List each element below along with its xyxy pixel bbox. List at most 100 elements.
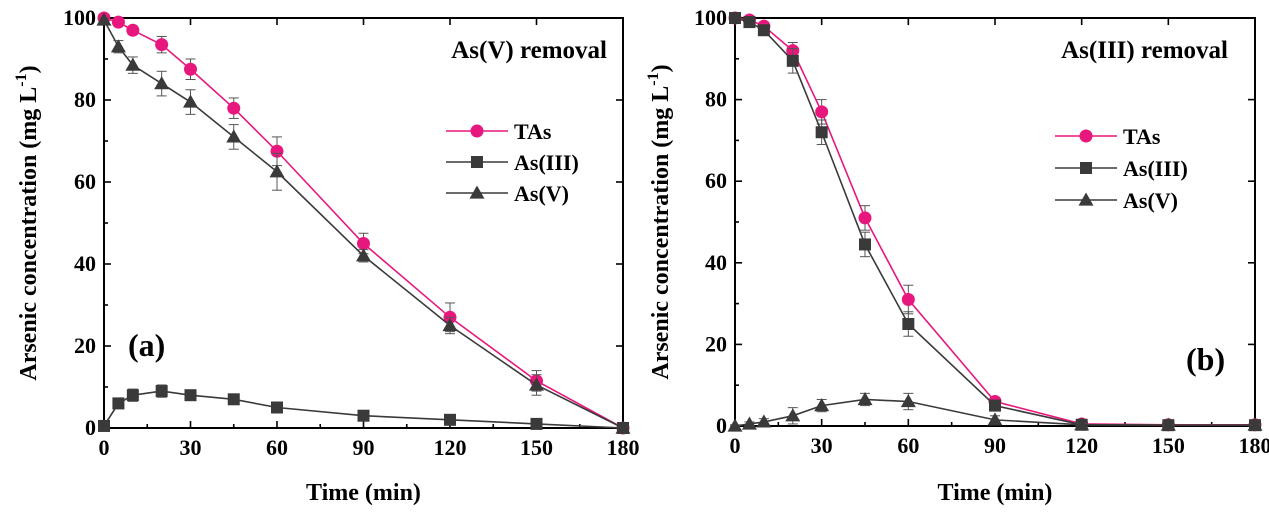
series-line	[103, 19, 624, 429]
series-TAs	[97, 11, 630, 435]
y-tick-label: 40	[705, 250, 727, 275]
y-tick-label: 100	[694, 5, 727, 30]
data-point	[529, 377, 544, 391]
data-point	[227, 393, 240, 406]
data-point	[729, 12, 741, 24]
data-point	[110, 39, 126, 53]
legend-marker	[470, 124, 484, 138]
chart-panel-b: 0 30 60 90 120 150 180 0 20 40 60 80 100 Time (min) Ar…	[645, 5, 1269, 506]
data-point	[814, 398, 830, 412]
legend-label: As(III)	[514, 150, 579, 175]
y-axis-title: Arsenic concentration (mg L-1)	[13, 65, 42, 380]
data-point	[615, 420, 631, 434]
data-point	[987, 412, 1003, 426]
data-point	[155, 385, 168, 398]
legend-marker	[471, 156, 483, 168]
y-tick-label: 20	[74, 333, 96, 358]
data-point	[989, 399, 1001, 412]
x-tick-label: 180	[607, 435, 640, 460]
data-point	[96, 12, 112, 26]
y-axis-title: Arsenic concentration (mg L-1)	[645, 64, 674, 379]
data-point	[269, 164, 285, 178]
y-tick-label: 60	[705, 168, 727, 193]
x-tick-label: 60	[897, 433, 919, 458]
data-point	[901, 293, 915, 307]
data-point	[154, 76, 170, 90]
data-point	[858, 211, 872, 225]
data-point	[184, 62, 197, 76]
y-tick-label: 0	[716, 413, 727, 438]
legend-label: As(V)	[1123, 188, 1178, 213]
data-point	[902, 318, 915, 330]
y-tick-label: 60	[74, 169, 96, 194]
y-tick-label: 80	[74, 87, 96, 112]
data-point	[155, 38, 169, 52]
series-TAs	[728, 11, 1262, 432]
legend-entry: As(V)	[1055, 188, 1178, 213]
chart-panel-a: 0 30 60 90 120 150 180 0 20 40 60 80 100 Time (min) Ar…	[13, 5, 640, 506]
y-axis-title-main: Arsenic concentration (mg L	[648, 86, 674, 380]
legend-label: As(V)	[514, 181, 569, 206]
data-point	[815, 126, 828, 139]
x-axis-title: Time (min)	[938, 480, 1053, 506]
legend-label: TAs	[1123, 124, 1161, 149]
x-tick-label: 30	[180, 435, 202, 460]
data-point	[227, 101, 241, 115]
legend-marker	[1080, 162, 1092, 174]
series-line	[734, 17, 1255, 426]
data-point	[442, 318, 458, 332]
data-point	[756, 414, 772, 428]
data-point	[356, 248, 371, 262]
data-point	[125, 57, 141, 71]
data-point	[900, 394, 916, 408]
data-point	[1074, 417, 1090, 431]
legend-marker	[469, 185, 485, 199]
data-point	[126, 389, 139, 402]
data-point	[111, 15, 125, 29]
data-point	[183, 94, 198, 108]
data-point	[226, 129, 242, 143]
data-point	[444, 413, 456, 426]
y-tick-label: 100	[63, 5, 96, 30]
panel-title: As(III) removal	[1061, 37, 1228, 64]
x-tick-label: 120	[1065, 433, 1098, 458]
x-axis-title: Time (min)	[306, 480, 421, 506]
legend-marker	[1078, 192, 1094, 206]
x-tick-label: 60	[266, 435, 288, 460]
y-axis-title-main: Arsenic concentration (mg L	[16, 87, 42, 381]
data-point	[126, 23, 140, 37]
x-tick-label: 90	[353, 435, 375, 460]
legend-label: As(III)	[1123, 156, 1188, 181]
data-point	[112, 397, 125, 410]
data-point	[271, 401, 283, 414]
legend-marker	[1079, 129, 1093, 143]
y-tick-label: 0	[85, 415, 96, 440]
y-tick-label: 20	[705, 331, 727, 356]
data-point	[1247, 417, 1263, 431]
x-tick-label: 150	[520, 435, 553, 460]
series-As(V)	[96, 12, 631, 434]
x-tick-label: 180	[1239, 433, 1269, 458]
series-As(III)	[729, 12, 1261, 432]
data-point	[785, 408, 801, 422]
y-axis-title-close: )	[16, 65, 42, 73]
panel-label: (b)	[1186, 341, 1225, 377]
series-line	[103, 17, 624, 429]
panel-label: (a)	[128, 327, 165, 363]
plot-frame	[103, 17, 624, 429]
legend-label: TAs	[514, 119, 552, 144]
x-tick-label: 0	[99, 435, 110, 460]
data-point	[857, 391, 873, 406]
y-tick-label: 40	[74, 251, 96, 276]
y-axis-title-close: )	[648, 64, 674, 72]
series-As(III)	[98, 384, 629, 434]
x-tick-label: 30	[811, 433, 833, 458]
legend-entry: TAs	[446, 119, 552, 144]
data-point	[815, 105, 829, 119]
x-tick-label: 90	[984, 433, 1006, 458]
legend-entry: TAs	[1055, 124, 1161, 149]
data-point	[741, 416, 757, 430]
data-point	[357, 409, 370, 422]
plot-frame	[734, 17, 1256, 427]
